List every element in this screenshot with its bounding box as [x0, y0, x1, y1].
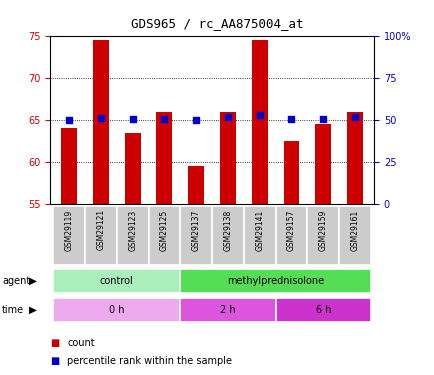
Point — [97, 116, 104, 122]
FancyBboxPatch shape — [180, 206, 212, 265]
FancyBboxPatch shape — [243, 206, 275, 265]
Text: 0 h: 0 h — [109, 305, 124, 315]
Point — [161, 116, 168, 122]
Bar — [251, 40, 267, 204]
Point — [256, 112, 263, 118]
Text: time: time — [2, 305, 24, 315]
Point — [351, 114, 358, 120]
Text: percentile rank within the sample: percentile rank within the sample — [67, 356, 232, 366]
Bar — [315, 124, 330, 204]
Bar — [61, 128, 77, 204]
Bar — [188, 166, 204, 204]
Text: GSM29137: GSM29137 — [191, 209, 200, 251]
Bar — [93, 40, 108, 204]
Text: GSM29138: GSM29138 — [223, 209, 232, 251]
FancyBboxPatch shape — [212, 206, 243, 265]
Point — [192, 117, 199, 123]
FancyBboxPatch shape — [53, 298, 180, 322]
FancyBboxPatch shape — [53, 206, 85, 265]
Text: GSM29119: GSM29119 — [64, 209, 73, 251]
Point — [129, 116, 136, 122]
Text: GSM29121: GSM29121 — [96, 209, 105, 251]
Bar — [125, 133, 140, 204]
Text: agent: agent — [2, 276, 30, 286]
Text: GSM29159: GSM29159 — [318, 209, 327, 251]
Text: ▶: ▶ — [29, 305, 37, 315]
FancyBboxPatch shape — [53, 269, 180, 293]
Bar — [220, 112, 235, 204]
Text: 2 h: 2 h — [220, 305, 235, 315]
Text: ■: ■ — [50, 356, 59, 366]
Text: ▶: ▶ — [29, 276, 37, 286]
FancyBboxPatch shape — [275, 206, 307, 265]
FancyBboxPatch shape — [180, 298, 275, 322]
Text: GSM29157: GSM29157 — [286, 209, 295, 251]
Text: control: control — [100, 276, 133, 286]
FancyBboxPatch shape — [148, 206, 180, 265]
Text: GSM29125: GSM29125 — [160, 209, 168, 251]
FancyBboxPatch shape — [180, 269, 370, 293]
Bar — [346, 112, 362, 204]
Point — [224, 114, 231, 120]
Text: ■: ■ — [50, 338, 59, 348]
Text: GSM29123: GSM29123 — [128, 209, 137, 251]
Point — [287, 116, 294, 122]
FancyBboxPatch shape — [275, 298, 370, 322]
Text: GSM29141: GSM29141 — [255, 209, 263, 251]
Text: 6 h: 6 h — [315, 305, 330, 315]
Point — [66, 117, 72, 123]
Point — [319, 116, 326, 122]
FancyBboxPatch shape — [116, 206, 148, 265]
Text: methylprednisolone: methylprednisolone — [227, 276, 323, 286]
FancyBboxPatch shape — [339, 206, 370, 265]
FancyBboxPatch shape — [307, 206, 339, 265]
Text: GSM29161: GSM29161 — [350, 209, 359, 251]
Bar — [156, 112, 172, 204]
Text: GDS965 / rc_AA875004_at: GDS965 / rc_AA875004_at — [131, 17, 303, 30]
Bar — [283, 141, 299, 204]
Text: count: count — [67, 338, 95, 348]
FancyBboxPatch shape — [85, 206, 116, 265]
